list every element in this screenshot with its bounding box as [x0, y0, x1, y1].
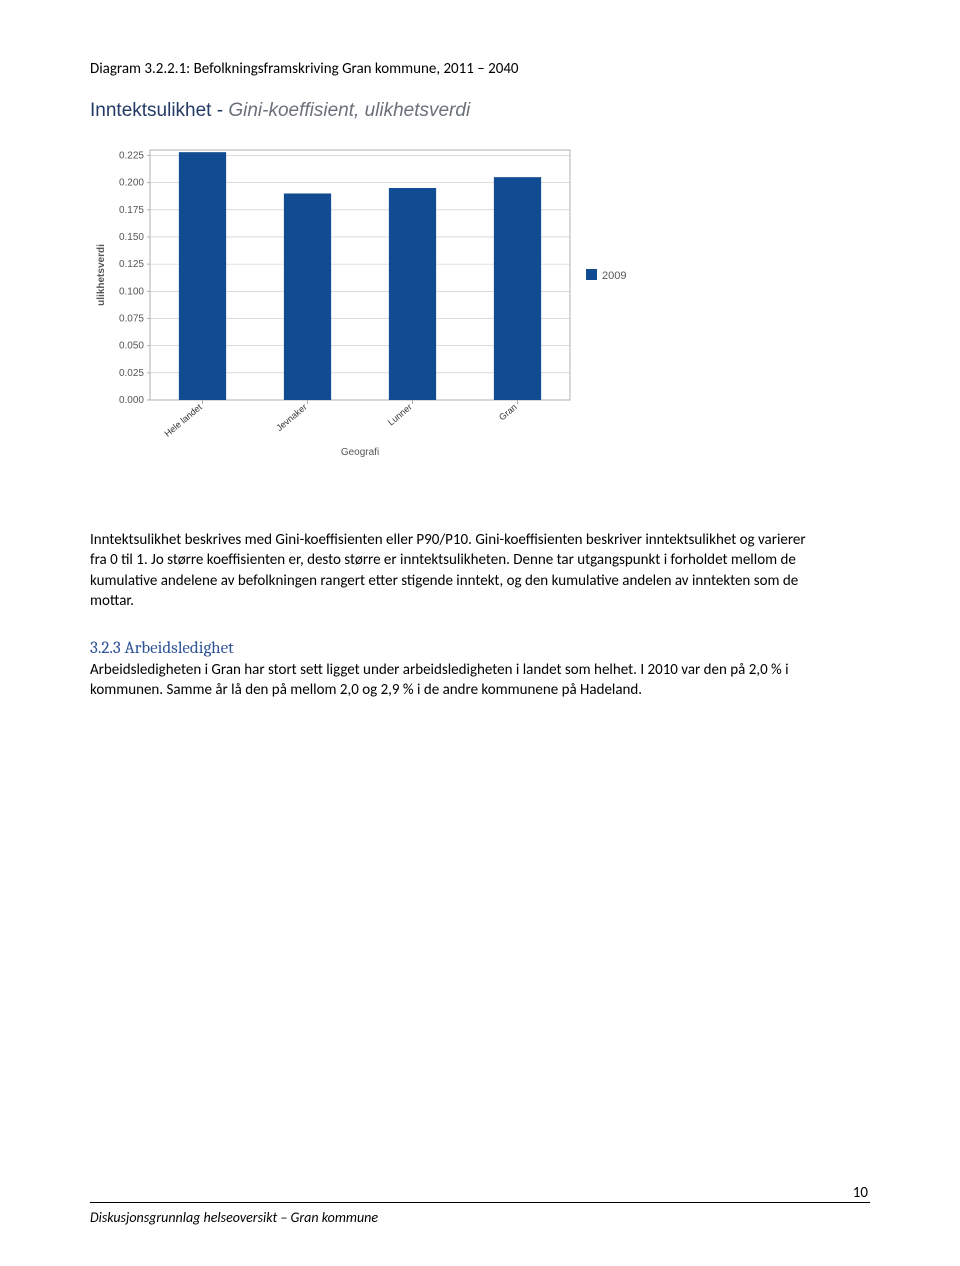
- svg-text:ulikhetsverdi: ulikhetsverdi: [96, 244, 107, 306]
- svg-text:0.225: 0.225: [119, 150, 144, 161]
- paragraph-arbeidsledighet: Arbeidsledigheten i Gran har stort sett …: [90, 660, 810, 701]
- svg-text:0.100: 0.100: [119, 286, 144, 297]
- svg-text:Jevnaker: Jevnaker: [274, 402, 308, 433]
- diagram-caption: Diagram 3.2.2.1: Befolkningsframskriving…: [90, 60, 870, 78]
- svg-text:0.025: 0.025: [119, 368, 144, 379]
- svg-text:0.000: 0.000: [119, 395, 144, 406]
- chart-title: Inntektsulikhet - Gini-koeffisient, ulik…: [90, 100, 870, 122]
- chart-title-sub: Gini-koeffisient, ulikhetsverdi: [228, 100, 470, 121]
- page-number: 10: [853, 1184, 868, 1202]
- footer-text: Diskusjonsgrunnlag helseoversikt – Gran …: [90, 1209, 378, 1226]
- paragraph-gini: Inntektsulikhet beskrives med Gini-koeff…: [90, 530, 810, 611]
- svg-text:0.125: 0.125: [119, 259, 144, 270]
- svg-text:0.050: 0.050: [119, 341, 144, 352]
- section-heading-arbeidsledighet: 3.2.3 Arbeidsledighet: [90, 639, 870, 658]
- svg-text:0.150: 0.150: [119, 232, 144, 243]
- svg-text:Geografi: Geografi: [341, 447, 379, 458]
- page-footer: Diskusjonsgrunnlag helseoversikt – Gran …: [90, 1202, 870, 1226]
- svg-text:0.075: 0.075: [119, 313, 144, 324]
- gini-bar-chart: 0.000 0.025 0.050 0.075 0.100 0.125 0.150 0.175…: [90, 140, 650, 470]
- chart-title-main: Inntektsulikhet -: [90, 100, 228, 121]
- svg-text:2009: 2009: [602, 270, 626, 282]
- footer-rule: [90, 1202, 870, 1203]
- svg-text:Lunner: Lunner: [386, 402, 414, 428]
- svg-text:Gran: Gran: [497, 402, 519, 423]
- svg-text:0.200: 0.200: [119, 178, 144, 189]
- svg-text:0.175: 0.175: [119, 205, 144, 216]
- svg-text:Hele landet: Hele landet: [162, 402, 204, 439]
